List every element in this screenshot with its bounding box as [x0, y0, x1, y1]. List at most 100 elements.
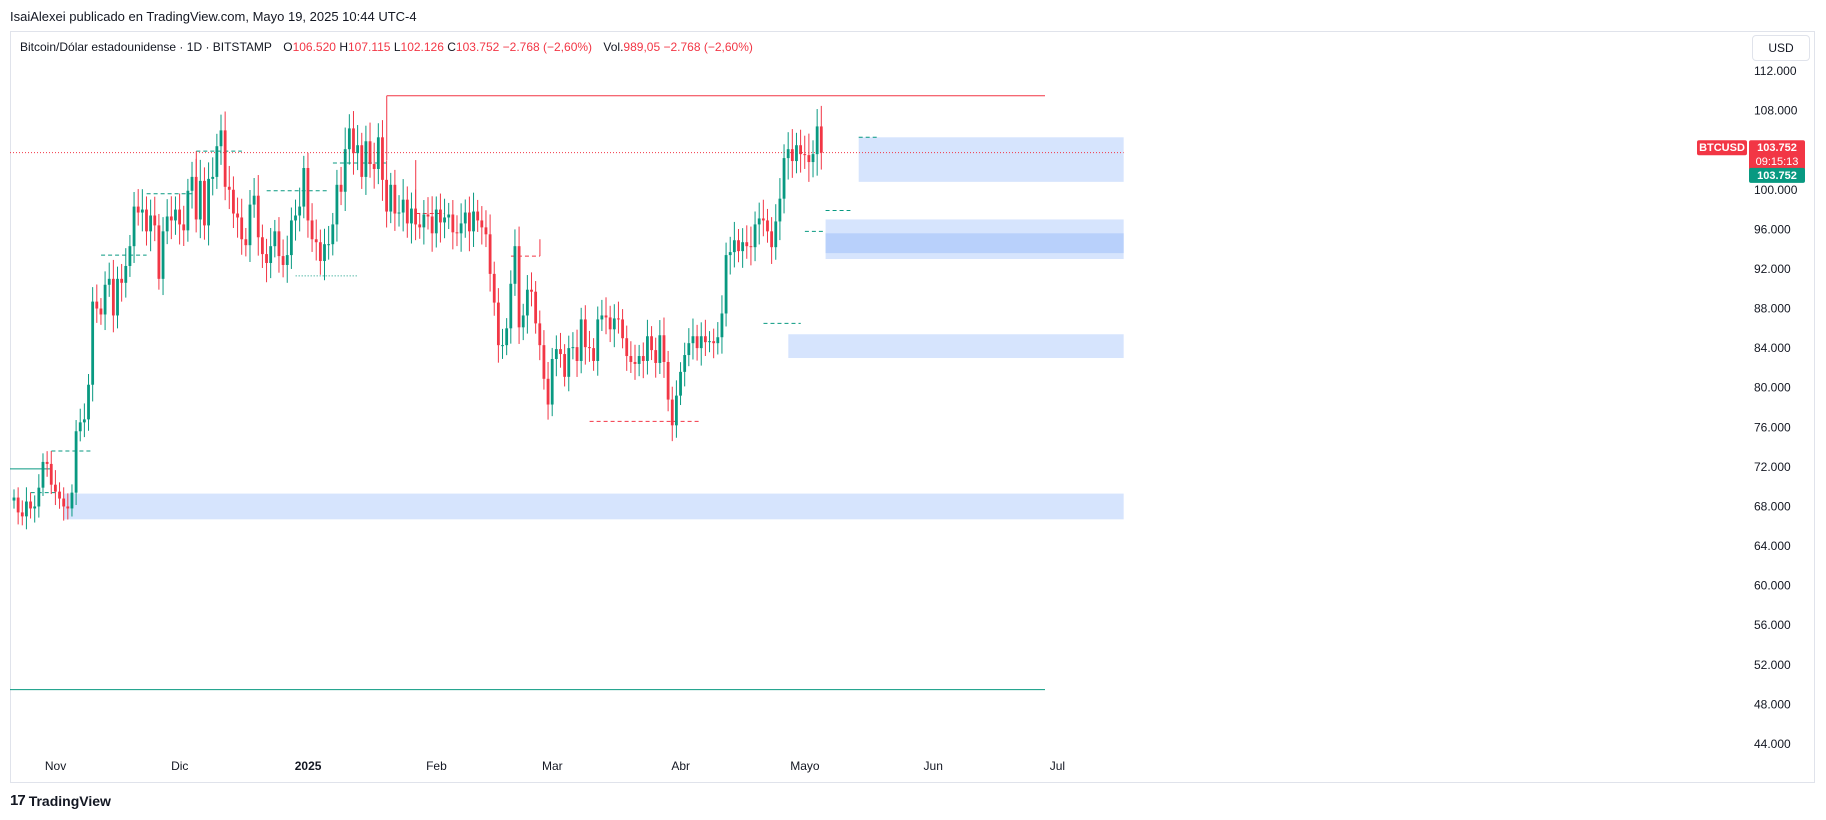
candle-body: [393, 184, 397, 214]
candle-body: [111, 278, 115, 316]
candle-body: [339, 184, 343, 192]
candle-body: [343, 149, 347, 192]
candle-body: [29, 501, 32, 509]
candle-body: [58, 491, 61, 499]
structure-layer: [10, 95, 1124, 691]
currency-button[interactable]: USD: [1752, 35, 1810, 61]
price-tick-label: 80.000: [1754, 381, 1791, 395]
candle-body: [807, 155, 811, 163]
candle: [534, 281, 538, 334]
candle-body: [583, 319, 587, 348]
candle: [74, 420, 78, 505]
candle: [273, 219, 277, 258]
candle: [670, 386, 674, 442]
zone-box: [63, 493, 1124, 520]
publisher-caption: IsaiAlexei publicado en TradingView.com,…: [10, 9, 417, 24]
candle: [790, 129, 794, 178]
candle-body: [778, 198, 782, 222]
candle: [546, 361, 550, 420]
candle-body: [12, 497, 16, 501]
candle: [343, 127, 347, 212]
candle-body: [654, 350, 658, 363]
candle: [281, 239, 285, 278]
candle-body: [136, 206, 140, 213]
candle: [695, 324, 699, 361]
candle-body: [356, 145, 360, 154]
candle: [761, 199, 765, 237]
candle-body: [74, 431, 78, 493]
price-tick-label: 96.000: [1754, 222, 1791, 236]
candle: [492, 261, 496, 316]
candle: [12, 489, 16, 509]
candle: [418, 212, 422, 239]
candle: [554, 335, 558, 377]
candle: [737, 228, 740, 263]
candle-body: [285, 255, 289, 265]
candle: [211, 157, 215, 196]
candle: [376, 123, 380, 185]
time-tick-label: Jun: [924, 759, 943, 773]
candle-body: [318, 242, 322, 262]
candle-body: [153, 215, 157, 226]
candle-body: [799, 145, 802, 155]
candle-body: [455, 232, 459, 234]
candle: [327, 225, 331, 260]
candle: [583, 305, 587, 365]
candle-body: [385, 179, 388, 212]
zone-box: [788, 334, 1124, 359]
candle-body: [819, 126, 823, 153]
candle-body: [120, 278, 124, 283]
candle: [782, 144, 786, 214]
price-tick-label: 88.000: [1754, 302, 1791, 316]
candle: [550, 347, 554, 417]
candle: [256, 175, 260, 256]
candle-body: [54, 484, 57, 492]
candle-body: [741, 242, 745, 252]
candle: [488, 214, 492, 292]
candle-body: [107, 278, 111, 285]
candle: [165, 199, 169, 245]
candle: [54, 470, 57, 506]
candle-body: [749, 246, 753, 248]
candle: [654, 337, 658, 378]
candle: [451, 200, 455, 250]
candle: [62, 487, 66, 521]
candle: [455, 215, 459, 247]
candle: [675, 380, 678, 438]
candle-body: [625, 338, 629, 357]
candle: [335, 169, 339, 242]
candle-body: [472, 211, 475, 232]
candle-body: [538, 323, 542, 346]
candle-body: [99, 308, 103, 315]
candle-body: [298, 206, 302, 216]
candle-body: [554, 349, 558, 360]
candle-body: [289, 220, 293, 256]
candle-body: [33, 506, 37, 509]
candle: [811, 140, 815, 178]
time-tick-label: Mar: [542, 759, 563, 773]
candle: [712, 328, 716, 359]
candle-body: [439, 209, 442, 223]
candle-body: [352, 128, 355, 154]
candle-body: [567, 348, 571, 377]
candle: [397, 195, 401, 227]
candle-body: [737, 240, 740, 252]
candle-body: [550, 359, 554, 405]
candle-body: [261, 237, 264, 255]
candle-body: [753, 224, 757, 248]
candle-body: [811, 154, 815, 163]
candle-body: [679, 371, 682, 396]
candle-body: [770, 231, 774, 248]
price-tick-label: 64.000: [1754, 539, 1791, 553]
candle-body: [463, 212, 467, 224]
high-label: H: [339, 40, 348, 54]
candle: [658, 320, 662, 374]
candle-body: [795, 145, 798, 162]
candle: [261, 224, 264, 268]
candle: [227, 165, 231, 210]
candle: [530, 272, 533, 307]
candle-body: [517, 246, 521, 328]
candle-body: [559, 349, 562, 355]
candle-body: [240, 217, 244, 240]
